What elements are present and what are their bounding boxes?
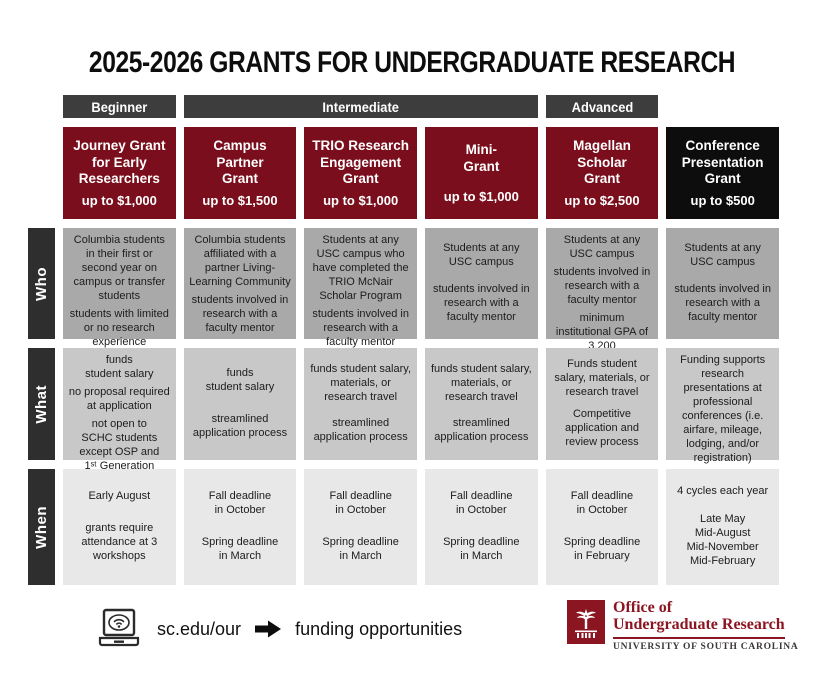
who-cell-campus-partner: Columbia students affiliated with a part… <box>183 228 297 339</box>
who-cell-mini: Students at any USC campus students invo… <box>424 228 538 339</box>
who-cell-trio: Students at any USC campus who have comp… <box>304 228 417 348</box>
who-cell-conference: Students at any USC campus students invo… <box>666 228 779 339</box>
cell-text: Fall deadline in October <box>570 489 634 516</box>
cell-text: Spring deadline in February <box>563 536 641 563</box>
our-logo: Office of Undergraduate Research UNIVERS… <box>567 599 799 653</box>
cell-text: Columbia students in their first or seco… <box>73 234 166 302</box>
grant-header-conference: Conference Presentation Grant up to $500 <box>666 127 779 219</box>
cell-text: streamlined application process <box>192 412 288 439</box>
cell-text: Students at any USC campus who have comp… <box>312 234 409 302</box>
funding-opportunities-label: funding opportunities <box>295 618 463 639</box>
grant-header-mini: Mini- Grant up to $1,000 <box>424 127 538 219</box>
grant-name: Journey Grant for Early Researchers <box>73 137 166 187</box>
grant-name: Conference Presentation Grant <box>681 137 764 187</box>
cell-text: funds student salary, materials, or rese… <box>310 362 411 403</box>
cell-text: streamlined application process <box>434 417 529 444</box>
when-cell-conference: 4 cycles each year Late May Mid-August M… <box>666 469 779 585</box>
grant-amount: up to $1,000 <box>81 193 157 209</box>
what-cell-mini: funds student salary, materials, or rese… <box>424 348 538 460</box>
palmetto-tree-icon <box>567 600 605 644</box>
grant-amount: up to $1,000 <box>323 193 399 209</box>
cell-text: Students at any USC campus <box>684 242 761 269</box>
grant-amount: up to $2,500 <box>564 193 640 209</box>
grant-header-trio: TRIO Research Engagement Grant up to $1,… <box>304 127 417 219</box>
cell-text: funds student salary, materials, or rese… <box>430 362 532 403</box>
category-advanced: Advanced <box>545 95 659 118</box>
row-label-who: Who <box>28 228 55 339</box>
what-cell-trio: funds student salary, materials, or rese… <box>304 348 417 460</box>
grants-table: Beginner Intermediate Advanced Journey G… <box>28 95 779 585</box>
website-url: sc.edu/our <box>157 618 242 639</box>
cell-text: Fall deadline in October <box>450 489 513 516</box>
grant-name: Mini- Grant <box>463 141 500 174</box>
what-cell-magellan: Funds student salary, materials, or rese… <box>545 348 659 460</box>
cell-text: streamlined application process <box>313 417 408 444</box>
cell-text: Funding supports research presentations … <box>680 354 766 464</box>
cell-text: Funds student salary, materials, or rese… <box>554 358 650 398</box>
category-beginner: Beginner <box>63 95 176 118</box>
cell-text: Fall deadline in October <box>208 489 272 516</box>
grant-header-journey: Journey Grant for Early Researchers up t… <box>63 127 176 219</box>
when-cell-mini: Fall deadline in October Spring deadline… <box>424 469 538 585</box>
cell-text: grants require attendance at 3 workshops <box>81 522 158 563</box>
cell-text: funds student salary <box>85 354 154 380</box>
row-label-what: What <box>28 348 55 460</box>
what-cell-conference: Funding supports research presentations … <box>666 348 779 464</box>
logo-line2: Undergraduate Research <box>613 615 785 633</box>
logo-divider <box>613 636 785 640</box>
footer-link-row: sc.edu/our funding opportunities <box>95 603 462 655</box>
grant-amount: up to $1,000 <box>443 189 519 205</box>
cell-text: Students at any USC campus <box>563 234 641 260</box>
grant-name: TRIO Research Engagement Grant <box>312 137 410 187</box>
grant-name: Magellan Scholar Grant <box>573 137 631 187</box>
cell-text: students involved in research with a fac… <box>433 282 530 323</box>
when-cell-magellan: Fall deadline in October Spring deadline… <box>545 469 659 585</box>
cell-text: students involved in research with a fac… <box>191 293 289 334</box>
grant-name: Campus Partner Grant <box>213 137 267 187</box>
cell-text: Spring deadline in March <box>322 536 399 563</box>
cell-text: students involved in research with a fac… <box>312 307 409 348</box>
what-cell-campus-partner: funds student salary streamlined applica… <box>183 348 297 460</box>
cell-text: 4 cycles each year <box>677 485 769 498</box>
cell-text: no proposal required at application <box>68 385 170 412</box>
university-name: UNIVERSITY OF SOUTH CAROLINA <box>613 642 799 653</box>
cell-text: Students at any USC campus <box>443 242 520 269</box>
who-cell-journey: Columbia students in their first or seco… <box>63 228 176 348</box>
grant-header-campus-partner: Campus Partner Grant up to $1,500 <box>183 127 297 219</box>
cell-text: Spring deadline in March <box>443 536 520 563</box>
right-arrow-icon <box>255 620 282 638</box>
cell-text: not open to SCHC students except OSP and… <box>79 417 160 472</box>
grant-header-magellan: Magellan Scholar Grant up to $2,500 <box>545 127 659 219</box>
cell-text: Early August <box>88 489 151 502</box>
cell-text: Columbia students affiliated with a part… <box>189 234 291 288</box>
laptop-wifi-icon <box>95 607 143 651</box>
who-cell-magellan: Students at any USC campus students invo… <box>545 228 659 352</box>
grant-amount: up to $1,500 <box>202 193 278 209</box>
cell-text: students involved in research with a fac… <box>553 265 651 306</box>
logo-line1: Office of <box>613 599 673 616</box>
cell-text: Late May Mid-August Mid-November Mid-Feb… <box>686 513 759 567</box>
cell-text: minimum institutional GPA of 3.200 <box>555 311 649 352</box>
cell-text: students with limited or no research exp… <box>69 307 169 348</box>
cell-text: students involved in research with a fac… <box>674 282 771 323</box>
what-cell-journey: funds student salary no proposal require… <box>63 348 176 472</box>
logo-text: Office of Undergraduate Research UNIVERS… <box>613 599 799 653</box>
when-cell-journey: Early August grants require attendance a… <box>63 469 176 585</box>
page-title: 2025-2026 GRANTS FOR UNDERGRADUATE RESEA… <box>89 46 736 79</box>
cell-text: Competitive application and review proce… <box>564 408 639 448</box>
cell-text: Fall deadline in October <box>329 489 392 516</box>
cell-text: funds student salary <box>205 367 275 394</box>
row-label-when: When <box>28 469 55 585</box>
when-cell-trio: Fall deadline in October Spring deadline… <box>304 469 417 585</box>
cell-text: Spring deadline in March <box>201 536 279 563</box>
when-cell-campus-partner: Fall deadline in October Spring deadline… <box>183 469 297 585</box>
grant-amount: up to $500 <box>690 193 755 209</box>
category-intermediate: Intermediate <box>183 95 538 118</box>
